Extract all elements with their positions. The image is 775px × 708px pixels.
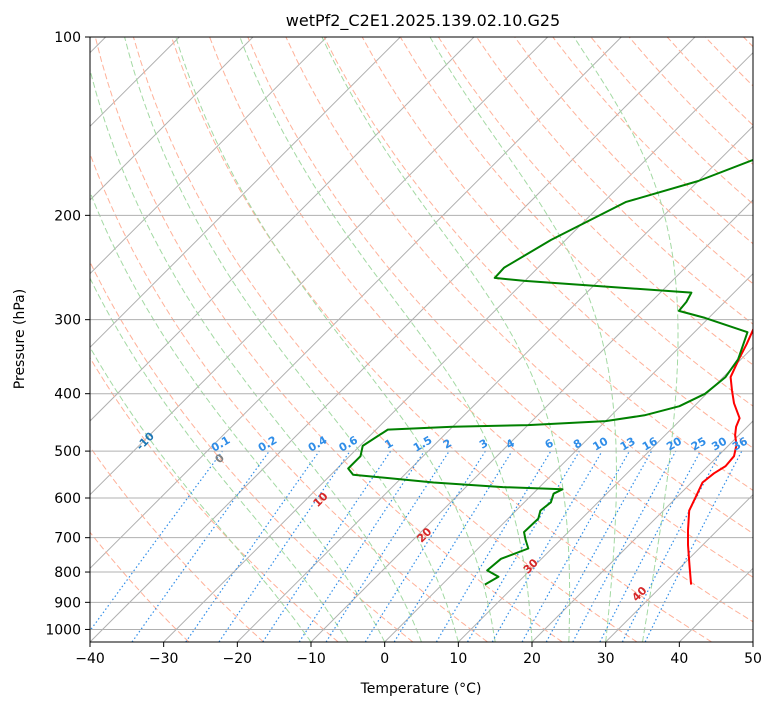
y-axis-label: Pressure (hPa) [12, 289, 28, 389]
dry-adiabat-line [94, 37, 563, 642]
y-tick-label: 100 [54, 30, 81, 46]
dry-adiabat-line [399, 37, 753, 407]
isopleth-labels: 0.1 0.2 0.4 0.6 1 1.5 2 3 4 6 8 10 13 16 20 25 30 36-1001… [134, 429, 751, 604]
temperature-line [687, 327, 753, 585]
moist-adiabat-line [90, 67, 422, 642]
dry-adiabat-label: 30 [521, 556, 541, 576]
moist-adiabat-line [90, 346, 312, 642]
dry-adiabat-line [285, 37, 753, 535]
y-tick-label: 900 [54, 595, 81, 611]
dry-adiabat-label: 0 [212, 451, 227, 466]
dry-adiabat-line [247, 37, 753, 578]
mixing-ratio-line [90, 450, 223, 632]
dry-adiabat-line [90, 260, 414, 642]
moist-adiabat-line [573, 37, 679, 642]
x-tick-label: 0 [380, 651, 389, 667]
dry-adiabat-label: -10 [134, 429, 157, 452]
isotherm-line [678, 567, 753, 642]
mixing-ratio-line [185, 450, 320, 642]
isotherm-line [163, 51, 753, 642]
x-axis: −40 −30 −20 −10 0 10 20 30 40 50 [75, 642, 762, 667]
y-tick-label: 1000 [45, 622, 81, 638]
mixing-ratio-line [572, 450, 677, 642]
mixing-ratio-line [545, 450, 653, 642]
moist-adiabat-line [321, 37, 571, 642]
isotherm-line [605, 493, 753, 642]
dewpoint-line [347, 158, 753, 586]
y-tick-label: 700 [54, 531, 81, 547]
x-tick-label: 10 [449, 651, 467, 667]
isotherm-line [236, 125, 753, 642]
x-tick-label: 40 [670, 651, 688, 667]
mixing-ratio-label: 2 [441, 437, 454, 452]
mixing-ratio-label: 3 [477, 437, 490, 452]
moist-adiabat-line [124, 37, 459, 642]
plot-frame [89, 36, 754, 643]
isotherm-line [90, 37, 696, 642]
isotherm-line [752, 641, 753, 642]
x-tick-label: 50 [744, 651, 762, 667]
background-lines [90, 37, 753, 642]
mixing-ratio-line [298, 450, 425, 642]
moist-adiabat-line [90, 277, 349, 642]
mixing-ratio-line [466, 450, 580, 642]
dry-adiabat-line [171, 37, 712, 642]
mixing-ratio-line [325, 450, 450, 642]
profiles [347, 158, 753, 586]
dry-adiabat-line [90, 152, 488, 642]
mixing-ratio-label: 4 [504, 436, 517, 451]
isotherm-line [90, 37, 328, 275]
x-tick-label: −20 [223, 651, 253, 667]
dry-adiabat-line [666, 37, 753, 126]
x-tick-label: −10 [296, 651, 326, 667]
isotherm-line [90, 37, 254, 201]
x-tick-label: −30 [149, 651, 179, 667]
x-axis-label: Temperature (°C) [360, 681, 482, 697]
moist-adiabat-line [239, 37, 533, 642]
isotherm-line [90, 37, 475, 422]
mixing-ratio-line [521, 450, 631, 642]
mixing-ratio-line [599, 450, 702, 642]
mixing-ratio-line [435, 450, 552, 642]
isotherm-line [90, 37, 401, 349]
mixing-ratio-label: 6 [543, 436, 556, 451]
dry-adiabat-line [590, 37, 753, 205]
mixing-ratio-line [393, 450, 513, 642]
isotherm-line [90, 37, 622, 570]
y-axis: 100 200 300 400 500 600 700 800 900 1000 [45, 30, 90, 638]
mixing-ratio-line [131, 450, 270, 642]
dry-adiabat-line [90, 531, 190, 642]
mixing-ratio-line [218, 450, 351, 642]
dry-adiabat-line [704, 37, 753, 87]
isotherm-line [384, 272, 753, 642]
y-tick-label: 200 [54, 208, 81, 224]
isotherm-line [531, 420, 753, 642]
dry-adiabat-line [132, 37, 638, 642]
y-tick-label: 600 [54, 491, 81, 507]
mixing-ratio-line [262, 450, 392, 642]
dry-adiabat-line [90, 446, 264, 642]
moist-adiabat-line [429, 37, 617, 642]
isotherm-line [310, 199, 753, 642]
y-tick-label: 800 [54, 565, 81, 581]
dry-adiabat-line [209, 37, 753, 623]
y-tick-label: 500 [54, 444, 81, 460]
mixing-ratio-line [644, 450, 743, 642]
x-tick-label: 30 [597, 651, 615, 667]
dry-adiabat-line [361, 37, 753, 449]
dry-adiabat-line [552, 37, 753, 245]
isotherm-line [457, 346, 753, 642]
dry-adiabat-line [90, 356, 339, 642]
y-tick-label: 300 [54, 313, 81, 329]
y-tick-label: 400 [54, 387, 81, 403]
x-tick-label: 20 [523, 651, 541, 667]
x-tick-label: −40 [75, 651, 105, 667]
moist-adiabat-line [90, 190, 386, 642]
isotherm-line [90, 37, 549, 496]
dry-adiabat-line [437, 37, 753, 366]
chart-title: wetPf2_C2E1.2025.139.02.10.G25 [286, 11, 560, 31]
moist-adiabat-line [175, 37, 496, 642]
dry-adiabat-line [514, 37, 753, 285]
